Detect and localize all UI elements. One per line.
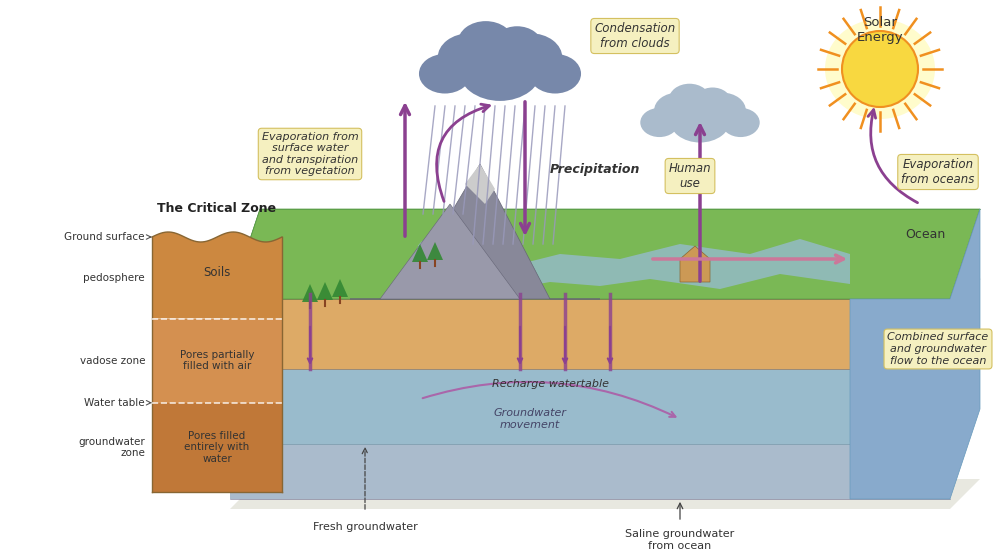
Text: Ground surface: Ground surface: [64, 232, 145, 242]
Text: Groundwater
movement: Groundwater movement: [494, 408, 566, 430]
Text: Ocean: Ocean: [905, 228, 945, 240]
Ellipse shape: [654, 93, 701, 129]
FancyArrowPatch shape: [868, 110, 918, 203]
Text: Precipitation: Precipitation: [550, 162, 640, 176]
Text: Combined surface
and groundwater
flow to the ocean: Combined surface and groundwater flow to…: [887, 332, 989, 366]
Text: Condensation
from clouds: Condensation from clouds: [594, 22, 676, 50]
Text: groundwater
zone: groundwater zone: [78, 437, 145, 458]
Text: Evaporation from
surface water
and transpiration
from vegetation: Evaporation from surface water and trans…: [262, 132, 358, 176]
Ellipse shape: [669, 95, 731, 142]
Text: Fresh groundwater: Fresh groundwater: [313, 522, 417, 532]
Ellipse shape: [721, 108, 760, 137]
Ellipse shape: [438, 33, 502, 82]
Polygon shape: [332, 279, 348, 297]
Polygon shape: [230, 299, 950, 369]
Polygon shape: [510, 239, 850, 289]
Polygon shape: [230, 209, 980, 299]
Ellipse shape: [419, 54, 471, 94]
Polygon shape: [427, 242, 443, 260]
Text: Solar
Energy: Solar Energy: [857, 16, 903, 44]
Ellipse shape: [498, 33, 562, 82]
Polygon shape: [230, 369, 950, 444]
Text: Saline groundwater
from ocean: Saline groundwater from ocean: [625, 529, 735, 551]
Text: Human
use: Human use: [669, 162, 711, 190]
Polygon shape: [152, 319, 282, 403]
Text: Pores partially
filled with air: Pores partially filled with air: [180, 350, 254, 372]
Ellipse shape: [458, 37, 542, 101]
Text: Soils: Soils: [203, 266, 231, 279]
Polygon shape: [302, 284, 318, 302]
FancyArrowPatch shape: [653, 255, 843, 263]
Polygon shape: [850, 209, 980, 499]
Polygon shape: [350, 164, 600, 299]
Polygon shape: [380, 204, 520, 299]
Ellipse shape: [640, 108, 679, 137]
Polygon shape: [152, 232, 282, 319]
Polygon shape: [465, 164, 495, 204]
Ellipse shape: [529, 54, 581, 94]
Text: Water table: Water table: [84, 398, 145, 408]
Ellipse shape: [694, 88, 731, 115]
Ellipse shape: [699, 93, 746, 129]
Polygon shape: [230, 444, 950, 499]
Polygon shape: [680, 246, 710, 282]
Text: Pores filled
entirely with
water: Pores filled entirely with water: [184, 431, 250, 464]
Polygon shape: [317, 282, 333, 300]
Polygon shape: [412, 244, 428, 262]
Circle shape: [842, 31, 918, 107]
Ellipse shape: [825, 19, 935, 119]
Polygon shape: [230, 479, 980, 509]
FancyArrowPatch shape: [437, 104, 489, 202]
Text: Evaporation
from oceans: Evaporation from oceans: [901, 158, 975, 186]
Text: vadose zone: vadose zone: [80, 356, 145, 366]
Text: pedosphere: pedosphere: [83, 273, 145, 283]
Polygon shape: [152, 403, 282, 492]
Ellipse shape: [669, 84, 710, 115]
Ellipse shape: [458, 21, 514, 64]
Ellipse shape: [492, 26, 542, 64]
Text: The Critical Zone: The Critical Zone: [157, 202, 277, 215]
Text: Recharge watertable: Recharge watertable: [492, 379, 608, 389]
Ellipse shape: [418, 234, 482, 264]
